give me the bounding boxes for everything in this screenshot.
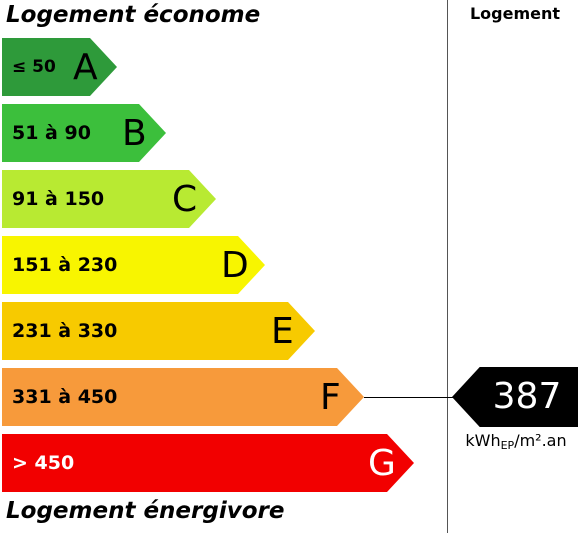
band-letter: A (73, 47, 98, 88)
indicator-pointer-line (364, 397, 456, 398)
band-a: ≤ 50 A (2, 38, 117, 96)
band-range: 331 à 450 (12, 386, 118, 408)
band-range: 151 à 230 (12, 254, 118, 276)
bottom-title: Logement énergivore (6, 498, 285, 524)
band-range: ≤ 50 (12, 57, 56, 77)
band-d: 151 à 230 D (2, 236, 265, 294)
indicator-arrow (452, 367, 578, 427)
indicator-unit: kWhEP/m².an (451, 431, 581, 452)
band-b: 51 à 90 B (2, 104, 166, 162)
band-e: 231 à 330 E (2, 302, 315, 360)
band-range: 231 à 330 (12, 320, 118, 342)
band-letter: E (271, 311, 294, 352)
unit-rest: /m².an (514, 431, 567, 450)
band-f: 331 à 450 F (2, 368, 364, 426)
band-letter: C (172, 179, 198, 220)
band-range: > 450 (12, 452, 75, 474)
indicator-value: 387 (492, 376, 562, 417)
band-range: 51 à 90 (12, 122, 91, 144)
unit-sub: EP (500, 439, 515, 452)
band-range: 91 à 150 (12, 188, 105, 210)
top-title: Logement économe (6, 2, 261, 28)
band-c: 91 à 150 C (2, 170, 216, 228)
band-letter: B (122, 113, 147, 154)
band-letter: G (368, 443, 396, 484)
column-header: Logement (469, 4, 561, 23)
band-g: > 450 G (2, 434, 414, 492)
band-letter: D (221, 245, 249, 286)
band-letter: F (320, 377, 341, 418)
unit-main: kWh (465, 431, 501, 450)
column-divider (447, 0, 448, 533)
